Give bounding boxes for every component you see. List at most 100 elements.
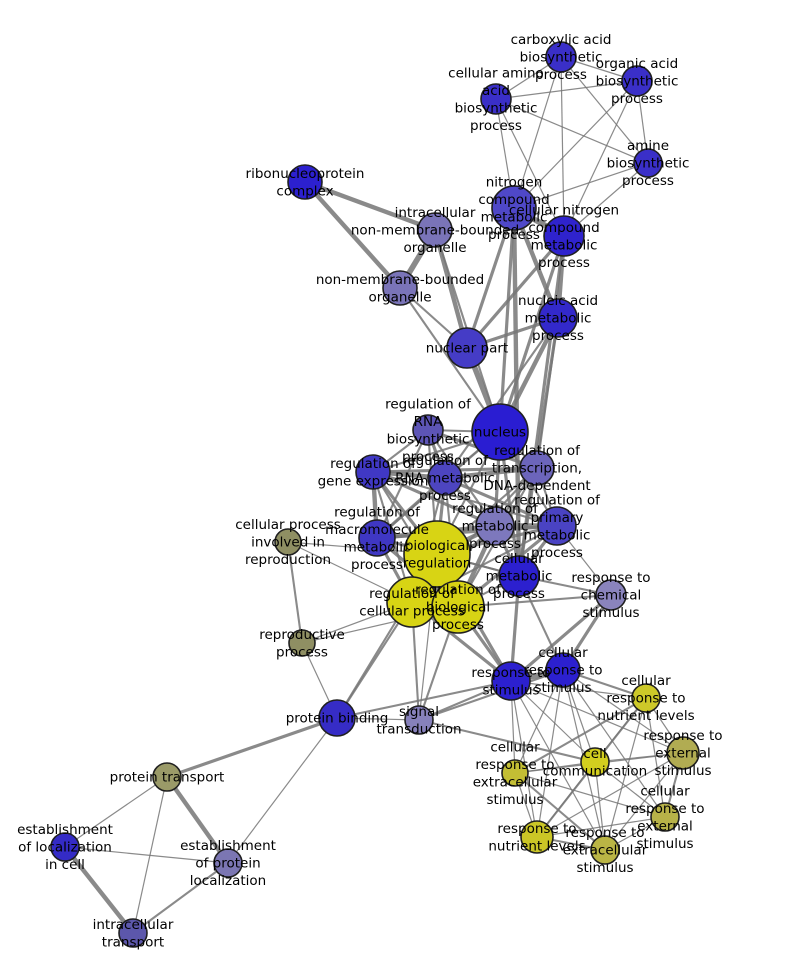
edge-establishment-of-localization-in-cell--intracellular-transport xyxy=(63,845,135,935)
node-intracellular-transport[interactable] xyxy=(118,918,148,948)
node-label-response-stimulus: response to stimulus xyxy=(471,665,550,699)
edge-organic-acid-biosynthetic--nitrogen-compound-metabolic xyxy=(513,80,638,209)
node-response-stimulus[interactable] xyxy=(491,661,531,701)
node-label-cellular-response-extracellular-stimulus: cellular response to extracellular stimulus xyxy=(473,739,558,808)
node-label-cellular-amino-acid-biosynthetic: cellular amino acid biosynthetic process xyxy=(448,65,544,134)
node-label-reproductive-process: reproductive process xyxy=(259,627,345,661)
edge-organic-acid-biosynthetic--cellular-nitrogen-compound-metabolic xyxy=(563,80,638,237)
node-label-response-nutrient-levels: response to nutrient levels xyxy=(488,821,585,855)
edge-cellular-response-stimulus--cellular-response-extracellular-stimulus xyxy=(514,669,564,774)
node-nucleic-acid-metabolic[interactable] xyxy=(538,298,578,338)
node-response-external-stimulus[interactable] xyxy=(666,736,700,770)
node-label-intracellular-transport: intracellular transport xyxy=(93,917,174,951)
node-carboxylic-acid-biosynthetic[interactable] xyxy=(545,41,577,73)
node-label-nucleus: nucleus xyxy=(474,425,526,441)
node-cellular-metabolic[interactable] xyxy=(498,555,540,597)
edge-response-stimulus--response-nutrient-levels xyxy=(510,680,538,838)
node-response-chemical-stimulus[interactable] xyxy=(595,579,627,611)
node-label-regulation-metabolic: regulation of metabolic process xyxy=(452,501,539,552)
node-nuclear-part[interactable] xyxy=(446,327,488,369)
node-non-membrane-bounded-organelle[interactable] xyxy=(382,270,418,306)
edge-carboxylic-acid-biosynthetic--amine-biosynthetic xyxy=(560,56,649,164)
edge-response-nutrient-levels--cellular-response-external-stimulus xyxy=(536,816,666,838)
edge-organic-acid-biosynthetic--cellular-amino-acid-biosynthetic xyxy=(495,80,638,100)
node-label-regulation-gene-expression: regulation of gene expression xyxy=(318,456,429,490)
node-ribonucleoprotein-complex[interactable] xyxy=(287,164,323,200)
node-regulation-rna-biosynthetic[interactable] xyxy=(412,414,444,446)
edge-ribonucleoprotein-complex--non-membrane-bounded-organelle xyxy=(303,180,402,290)
node-cellular-response-nutrient-levels[interactable] xyxy=(631,683,661,713)
edge-establishment-of-localization-in-cell--establishment-of-protein-localization xyxy=(64,846,229,864)
edge-cellular-amino-acid-biosynthetic--cellular-nitrogen-compound-metabolic xyxy=(495,98,565,237)
node-label-regulation-transcription-dna-dependent: regulation of transcription, DNA-dependent xyxy=(483,443,590,494)
edge-cellular-response-extracellular-stimulus--cellular-response-external-stimulus xyxy=(514,772,666,818)
node-label-cellular-nitrogen-compound-metabolic: cellular nitrogen compound metabolic proces… xyxy=(509,202,619,271)
edge-cellular-response-stimulus--signal-transduction xyxy=(418,669,564,721)
node-response-extracellular-stimulus[interactable] xyxy=(590,835,620,865)
node-protein-binding[interactable] xyxy=(318,699,356,737)
node-cellular-response-external-stimulus[interactable] xyxy=(650,802,680,832)
node-regulation-rna-metabolic[interactable] xyxy=(427,460,463,496)
node-regulation-gene-expression[interactable] xyxy=(355,454,391,490)
node-label-signal-transduction: signal transduction xyxy=(376,704,461,738)
node-label-regulation-rna-biosynthetic: regulation of RNA biosynthetic process xyxy=(385,396,472,465)
node-label-regulation-rna-metabolic: regulation of RNA metabolic process xyxy=(395,453,495,504)
node-cellular-process-involved-in-reproduction[interactable] xyxy=(274,528,302,556)
node-label-regulation-cellular-process: regulation of cellular process xyxy=(359,586,465,620)
node-label-response-chemical-stimulus: response to chemical stimulus xyxy=(571,570,650,621)
node-label-cellular-process-involved-in-reproduction: cellular process involved in reproduction xyxy=(235,517,341,568)
node-response-nutrient-levels[interactable] xyxy=(520,820,554,854)
edge-cellular-response-stimulus--cellular-response-external-stimulus xyxy=(562,669,666,818)
node-regulation-metabolic[interactable] xyxy=(475,506,515,546)
edge-response-stimulus--response-extracellular-stimulus xyxy=(510,680,606,851)
node-nucleus[interactable] xyxy=(471,403,529,461)
edge-regulation-gene-expression--regulation-metabolic xyxy=(372,470,496,528)
node-signal-transduction[interactable] xyxy=(404,705,434,735)
edge-response-chemical-stimulus--response-stimulus xyxy=(509,593,613,683)
edge-regulation-primary-metabolic--regulation-cellular-process xyxy=(411,525,558,603)
node-protein-transport[interactable] xyxy=(152,762,182,792)
node-cellular-response-extracellular-stimulus[interactable] xyxy=(501,759,529,787)
node-label-non-membrane-bounded-organelle: non-membrane-bounded organelle xyxy=(316,272,484,306)
edge-carboxylic-acid-biosynthetic--nitrogen-compound-metabolic xyxy=(513,56,562,209)
node-reproductive-process[interactable] xyxy=(288,629,316,657)
node-cellular-amino-acid-biosynthetic[interactable] xyxy=(480,83,512,115)
edge-cellular-amino-acid-biosynthetic--amine-biosynthetic xyxy=(495,98,649,164)
node-regulation-macromolecule-metabolic[interactable] xyxy=(358,519,396,557)
node-cellular-response-stimulus[interactable] xyxy=(545,652,581,688)
node-label-ribonucleoprotein-complex: ribonucleoprotein complex xyxy=(246,166,365,200)
node-label-establishment-of-protein-localization: establishment of protein localization xyxy=(180,838,276,889)
edge-cell-communication--signal-transduction xyxy=(418,718,596,764)
node-label-carboxylic-acid-biosynthetic: carboxylic acid biosynthetic process xyxy=(511,32,612,83)
node-label-cell-communication: cell communication xyxy=(543,746,647,780)
node-establishment-of-localization-in-cell[interactable] xyxy=(50,832,80,862)
node-cell-communication[interactable] xyxy=(580,747,610,777)
node-establishment-of-protein-localization[interactable] xyxy=(213,848,243,878)
node-label-regulation-biological-process: regulation of biological process xyxy=(415,582,502,633)
edge-cellular-response-nutrient-levels--cellular-response-external-stimulus xyxy=(645,697,666,818)
node-amine-biosynthetic[interactable] xyxy=(633,148,663,178)
edge-amine-biosynthetic--nitrogen-compound-metabolic xyxy=(513,162,649,209)
edge-establishment-of-protein-localization--protein-binding xyxy=(227,717,338,864)
edge-establishment-of-protein-localization--intracellular-transport xyxy=(132,862,229,934)
node-label-nucleic-acid-metabolic: nucleic acid metabolic process xyxy=(518,293,598,344)
node-intracellular-non-membrane-bounded-organelle[interactable] xyxy=(417,212,453,248)
edge-ribonucleoprotein-complex--intracellular-non-membrane-bounded-organelle xyxy=(304,179,436,233)
labels-layer: carboxylic acid biosynthetic processorgani… xyxy=(17,32,723,950)
node-label-cellular-response-nutrient-levels: cellular response to nutrient levels xyxy=(597,673,694,724)
node-cellular-nitrogen-compound-metabolic[interactable] xyxy=(543,215,585,257)
node-regulation-primary-metabolic[interactable] xyxy=(537,506,577,546)
node-biological-regulation[interactable] xyxy=(403,520,471,588)
edge-cellular-process-involved-in-reproduction--reproductive-process xyxy=(286,541,304,644)
edge-nitrogen-compound-metabolic--nucleus xyxy=(498,207,516,433)
node-label-response-extracellular-stimulus: response to extracellular stimulus xyxy=(563,825,648,876)
node-organic-acid-biosynthetic[interactable] xyxy=(621,65,653,97)
edge-carboxylic-acid-biosynthetic--cellular-nitrogen-compound-metabolic xyxy=(560,56,565,237)
node-label-cellular-metabolic: cellular metabolic process xyxy=(486,551,553,602)
node-label-nuclear-part: nuclear part xyxy=(426,341,508,357)
node-regulation-biological-process[interactable] xyxy=(431,580,485,634)
node-nitrogen-compound-metabolic[interactable] xyxy=(491,185,537,231)
node-regulation-transcription-dna-dependent[interactable] xyxy=(519,450,555,486)
nodes-layer xyxy=(50,41,700,948)
